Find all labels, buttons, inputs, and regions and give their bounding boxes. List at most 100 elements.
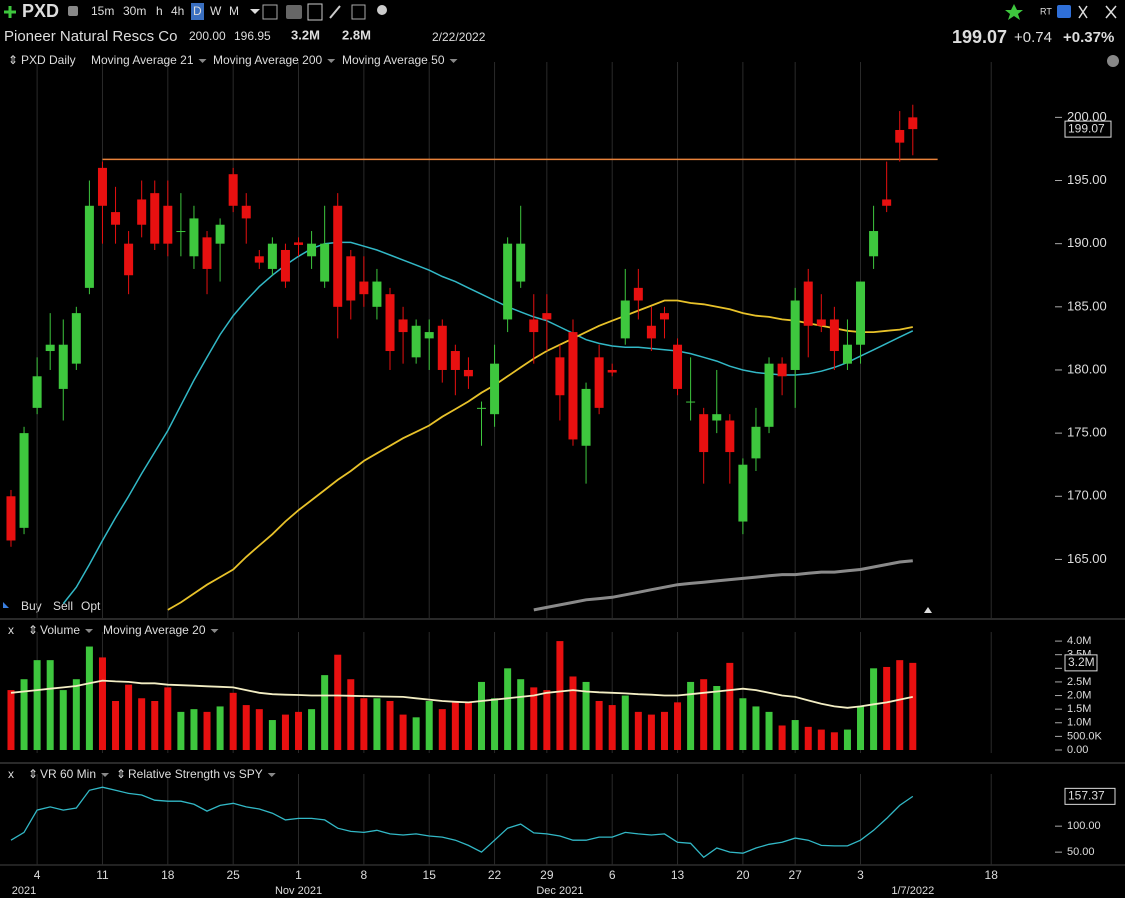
alert-icon[interactable] (68, 6, 78, 16)
moving-average-line (167, 299, 913, 611)
settings-icon[interactable] (1107, 55, 1119, 67)
dropdown-arrow[interactable] (449, 59, 458, 63)
volume-bar (138, 698, 146, 750)
buy-button[interactable]: Buy (21, 599, 42, 613)
volume-bar (700, 679, 708, 750)
indicator-icon[interactable] (286, 5, 302, 19)
volume-bar (112, 700, 120, 750)
candle-body (777, 363, 787, 377)
legend-handle[interactable]: ⇕ (28, 623, 38, 637)
volume-bar (464, 702, 472, 750)
candle-body (829, 319, 839, 352)
legend-entry[interactable]: Moving Average 21 (91, 53, 194, 67)
legend-entry[interactable]: Moving Average 50 (342, 53, 445, 67)
dropdown-arrow[interactable] (210, 629, 219, 633)
candle-body (620, 300, 630, 339)
y-tick-label: 4.0M (1067, 635, 1091, 647)
candle-body (895, 129, 905, 143)
y-tick-label: 190.00 (1067, 235, 1107, 250)
candle-body (516, 243, 526, 282)
chart-type-icon[interactable] (262, 4, 278, 20)
sell-button[interactable]: Sell (53, 599, 73, 613)
volume-bar (229, 692, 237, 750)
volume-bar (817, 729, 825, 750)
y-tick-label: 1.0M (1067, 717, 1091, 729)
indicator-name[interactable]: VR 60 Min (40, 767, 96, 781)
candle-body (97, 167, 107, 206)
volume-bar (830, 732, 838, 750)
interval-button[interactable]: 4h (171, 4, 184, 18)
volume-bar (660, 711, 668, 750)
candle-body (751, 426, 761, 459)
dropdown-arrow[interactable] (101, 773, 110, 777)
legend-handle[interactable]: ⇕ (116, 767, 126, 781)
pane-close[interactable]: x (8, 623, 14, 637)
watchlist-star[interactable] (1005, 4, 1023, 20)
symbol[interactable]: PXD (22, 1, 59, 21)
candle-body (359, 281, 369, 295)
x-tick-label: 20 (736, 868, 750, 882)
interval-button[interactable]: 15m (91, 4, 114, 18)
interval-dropdown[interactable] (250, 9, 260, 14)
candle-body (646, 325, 656, 339)
add-icon[interactable] (4, 6, 16, 18)
candle-body (215, 224, 225, 244)
legend-entry[interactable]: Volume (40, 623, 80, 637)
last-price: 199.07 (952, 27, 1007, 47)
save-icon[interactable] (351, 4, 366, 20)
candle-body (686, 401, 696, 403)
legend-entry[interactable]: Moving Average 200 (213, 53, 323, 67)
dropdown-arrow[interactable] (198, 59, 207, 63)
volume-bar (647, 714, 655, 750)
interval-button[interactable]: M (229, 4, 239, 18)
candle-body (398, 319, 408, 333)
volume-bar (621, 695, 629, 750)
dropdown-arrow[interactable] (267, 773, 276, 777)
volume-bar (373, 698, 381, 750)
layout-icon[interactable] (307, 3, 323, 21)
volume-bar (190, 709, 198, 750)
scroll-marker[interactable] (924, 607, 932, 613)
candle-body (633, 287, 643, 301)
candle-body (411, 325, 421, 358)
day-low: 196.95 (234, 29, 271, 43)
scan-icon[interactable] (1057, 5, 1071, 18)
options-button[interactable]: Opt (81, 599, 101, 613)
x-tick-label: 6 (609, 868, 616, 882)
current-price-box (1064, 120, 1112, 138)
candle-body (32, 376, 42, 408)
candle-body (45, 344, 55, 352)
interval-button[interactable]: h (156, 4, 163, 18)
y-tick-label: 175.00 (1067, 425, 1107, 440)
share-icon[interactable] (377, 5, 387, 15)
volume-bar (347, 679, 355, 750)
volume-bar (765, 711, 773, 750)
relative-strength-line (10, 786, 914, 859)
legend-entry[interactable]: Relative Strength vs SPY (128, 767, 263, 781)
volume-bar (216, 706, 224, 750)
candle-body (124, 243, 134, 276)
dropdown-arrow[interactable] (85, 629, 94, 633)
legend-entry[interactable]: PXD Daily (21, 53, 76, 67)
dropdown-arrow[interactable] (327, 59, 336, 63)
volume-bar (909, 662, 917, 750)
close-icon[interactable] (1105, 5, 1117, 19)
x-tick-label: 11 (96, 868, 109, 882)
pane-close[interactable]: x (8, 767, 14, 781)
y-tick-label: 2.0M (1067, 689, 1091, 701)
legend-handle[interactable]: ⇕ (28, 767, 38, 781)
candle-body (607, 369, 617, 373)
volume-bar (778, 725, 786, 750)
legend-handle[interactable]: ⇕ (8, 53, 18, 67)
interval-button[interactable]: D (193, 4, 202, 18)
volume-bar (295, 711, 303, 750)
legend-entry[interactable]: Moving Average 20 (103, 623, 206, 637)
draw-icon[interactable] (329, 5, 341, 19)
more-icon[interactable] (1078, 5, 1088, 19)
candle-body (189, 218, 199, 257)
trade-icon[interactable] (3, 602, 9, 608)
interval-button[interactable]: W (210, 4, 222, 18)
interval-button[interactable]: 30m (123, 4, 146, 18)
volume-bar (870, 668, 878, 750)
